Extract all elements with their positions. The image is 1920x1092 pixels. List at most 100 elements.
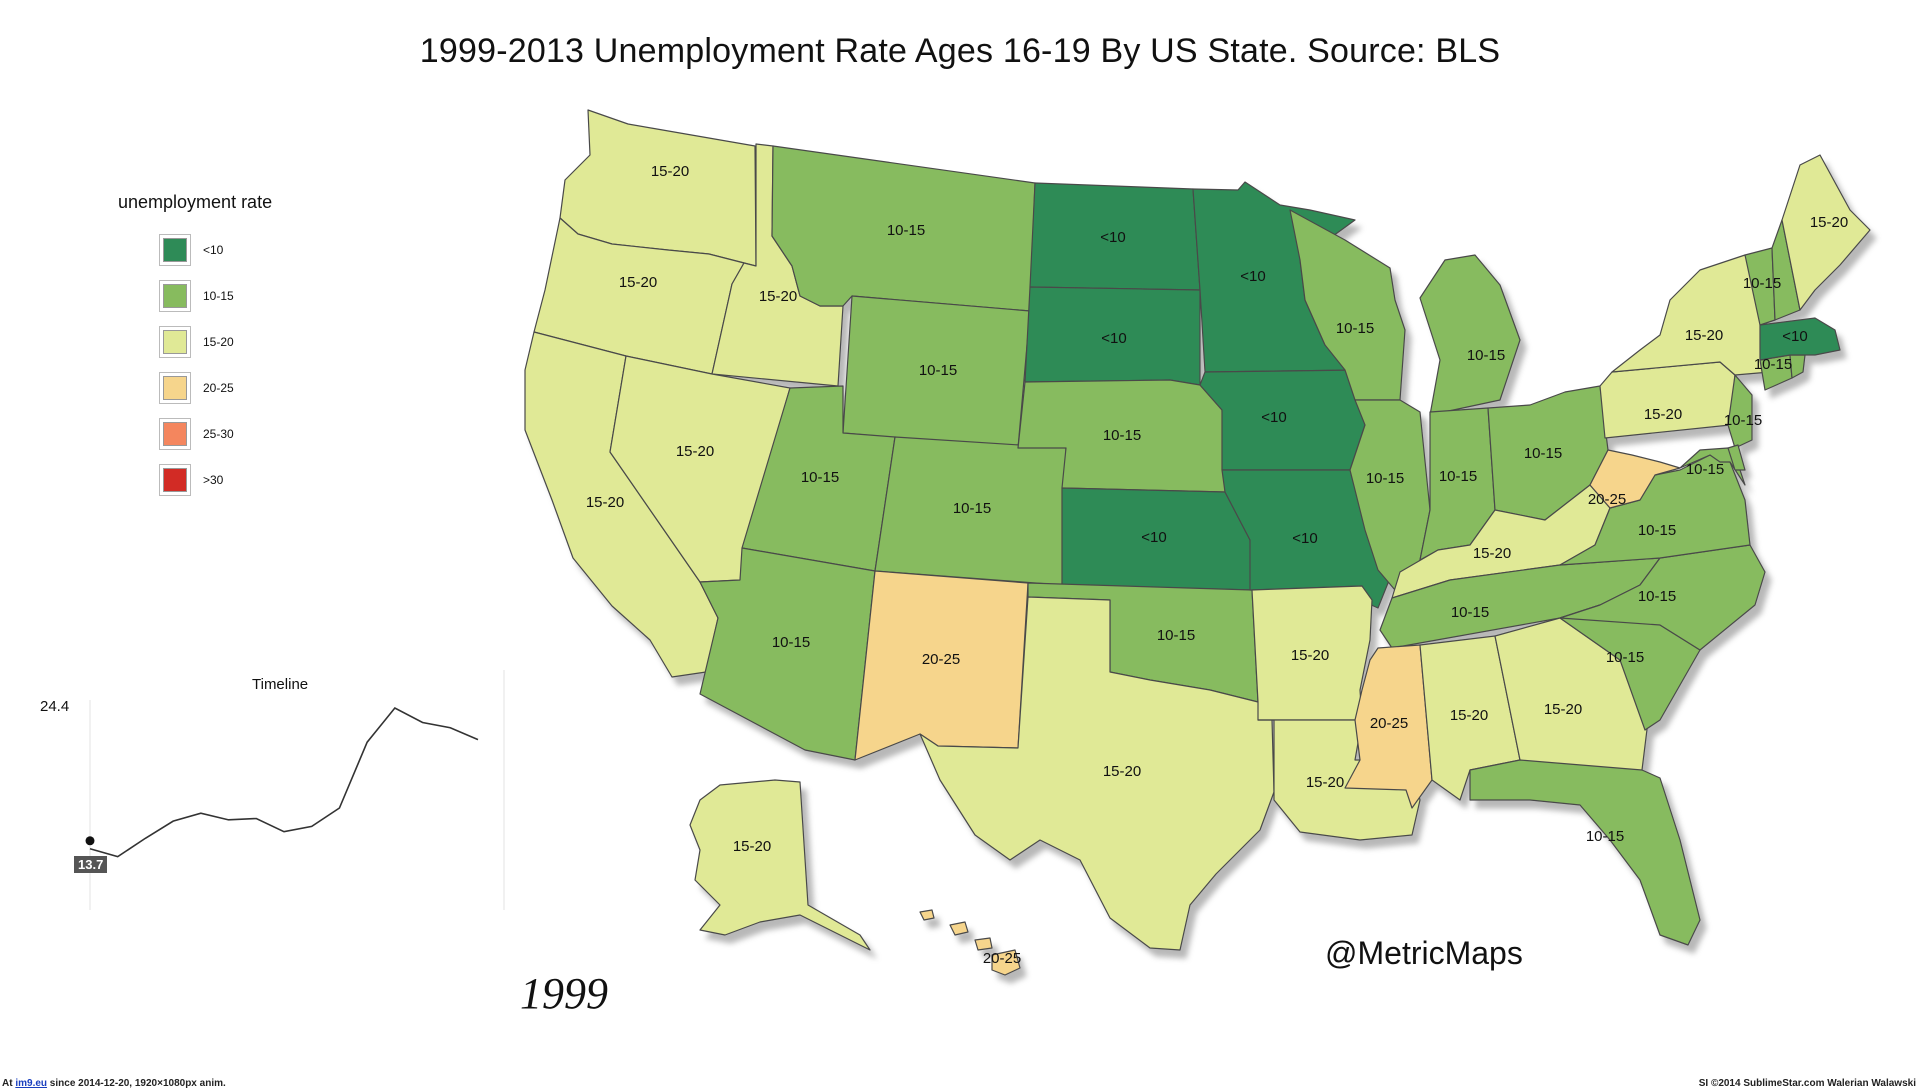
legend-label: <10 (203, 243, 224, 257)
state-label-tx: 15-20 (1103, 763, 1141, 780)
state-label-az: 10-15 (772, 634, 810, 651)
state-label-ga: 15-20 (1544, 701, 1582, 718)
legend-label: 10-15 (203, 289, 234, 303)
state-label-il: 10-15 (1366, 470, 1404, 487)
state-label-hi: 20-25 (983, 950, 1021, 967)
state-label-in: 10-15 (1439, 468, 1477, 485)
legend-swatch (163, 284, 187, 308)
legend-swatch (163, 376, 187, 400)
legend-item: >30 (163, 457, 358, 503)
state-label-md: 10-15 (1686, 461, 1724, 478)
state-label-pa: 15-20 (1644, 406, 1682, 423)
state-label-nj: 10-15 (1724, 412, 1762, 429)
state-tx (919, 596, 1275, 951)
state-pa (1599, 361, 1736, 439)
state-de (1727, 444, 1746, 471)
state-fl (1469, 759, 1701, 946)
state-hi (919, 909, 1021, 976)
map-title: 1999-2013 Unemployment Rate Ages 16-19 B… (419, 32, 1501, 70)
state-label-ms: 20-25 (1370, 715, 1408, 732)
state-ak (689, 779, 871, 951)
legend-swatch (163, 468, 187, 492)
timeline-current-value: 13.7 (74, 856, 108, 873)
state-md (1679, 447, 1746, 486)
legend-title: unemployment rate (118, 192, 273, 212)
state-label-nv: 15-20 (676, 443, 714, 460)
state-label-va: 10-15 (1638, 522, 1676, 539)
state-label-co: 10-15 (953, 500, 991, 517)
legend-item: 15-20 (163, 319, 358, 365)
state-label-ct: 10-15 (1754, 356, 1792, 373)
state-label-fl: 10-15 (1586, 828, 1624, 845)
state-label-oh: 10-15 (1524, 445, 1562, 462)
legend-item: 25-30 (163, 411, 358, 457)
state-label-ne: 10-15 (1103, 427, 1141, 444)
state-label-ut: 10-15 (801, 469, 839, 486)
state-label-tn: 10-15 (1451, 604, 1489, 621)
state-wv (1589, 449, 1681, 509)
state-label-me: 15-20 (1810, 214, 1848, 231)
state-label-ky: 15-20 (1473, 545, 1511, 562)
legend-label: >30 (203, 473, 224, 487)
state-ri (1789, 354, 1806, 379)
watermark: @MetricMaps (1325, 935, 1523, 971)
state-label-mi: 10-15 (1467, 347, 1505, 364)
state-nc (1559, 544, 1766, 651)
legend-item: <10 (163, 227, 358, 273)
state-label-wa: 15-20 (651, 163, 689, 180)
state-ma (1759, 317, 1841, 361)
legend-label: 25-30 (203, 427, 234, 441)
footer-suffix: since 2014-12-20, 1920×1080px anim. (47, 1078, 226, 1089)
state-label-sd: <10 (1101, 330, 1126, 347)
state-label-nc: 10-15 (1638, 588, 1676, 605)
state-label-nd: <10 (1100, 229, 1125, 246)
legend-label: 15-20 (203, 335, 234, 349)
timeline-max-label: 24.4 (40, 698, 70, 715)
state-label-ia: <10 (1261, 409, 1286, 426)
footer-left: At im9.eu since 2014-12-20, 1920×1080px … (2, 1078, 226, 1089)
state-label-mo: <10 (1292, 530, 1317, 547)
state-label-sc: 10-15 (1606, 649, 1644, 666)
year-label: 1999 (520, 969, 608, 1018)
state-label-ks: <10 (1141, 529, 1166, 546)
state-mi (1419, 254, 1521, 416)
state-label-nm: 20-25 (922, 651, 960, 668)
legend-item: 10-15 (163, 273, 358, 319)
state-label-wv: 20-25 (1588, 491, 1626, 508)
state-label-ny: 15-20 (1685, 327, 1723, 344)
state-label-al: 15-20 (1450, 707, 1488, 724)
state-label-mt: 10-15 (887, 222, 925, 239)
state-la (1257, 719, 1421, 841)
legend-item: 20-25 (163, 365, 358, 411)
legend-swatch (163, 330, 187, 354)
state-label-mn: <10 (1240, 268, 1265, 285)
state-label-ma: <10 (1782, 328, 1807, 345)
im9-link[interactable]: im9.eu (15, 1078, 48, 1089)
legend: unemployment rate <10 10-15 15-20 20-25 … (118, 192, 358, 503)
timeline-title: Timeline (252, 676, 309, 693)
timeline-chart (85, 670, 505, 910)
state-ny (1611, 254, 1771, 376)
state-label-ar: 15-20 (1291, 647, 1329, 664)
footer-right: SI ©2014 SublimeStar.com Walerian Walaws… (1698, 1078, 1916, 1089)
state-label-ak: 15-20 (733, 838, 771, 855)
state-label-la: 15-20 (1306, 774, 1344, 791)
timeline-current-marker[interactable] (85, 836, 95, 846)
state-label-or: 15-20 (619, 274, 657, 291)
legend-label: 20-25 (203, 381, 234, 395)
footer-prefix: At (2, 1078, 16, 1089)
timeline-panel[interactable]: Timeline 24.4 13.7 (30, 670, 510, 910)
legend-swatch (163, 238, 187, 262)
state-label-vt: 10-15 (1743, 275, 1781, 292)
legend-swatch (163, 422, 187, 446)
state-label-ca: 15-20 (586, 494, 624, 511)
state-label-ok: 10-15 (1157, 627, 1195, 644)
state-me (1781, 154, 1871, 311)
state-label-wi: 10-15 (1336, 320, 1374, 337)
timeline-series-line (89, 706, 479, 858)
state-nj (1727, 374, 1753, 449)
state-label-id: 15-20 (759, 288, 797, 305)
state-label-wy: 10-15 (919, 362, 957, 379)
state-ar (1251, 585, 1373, 721)
